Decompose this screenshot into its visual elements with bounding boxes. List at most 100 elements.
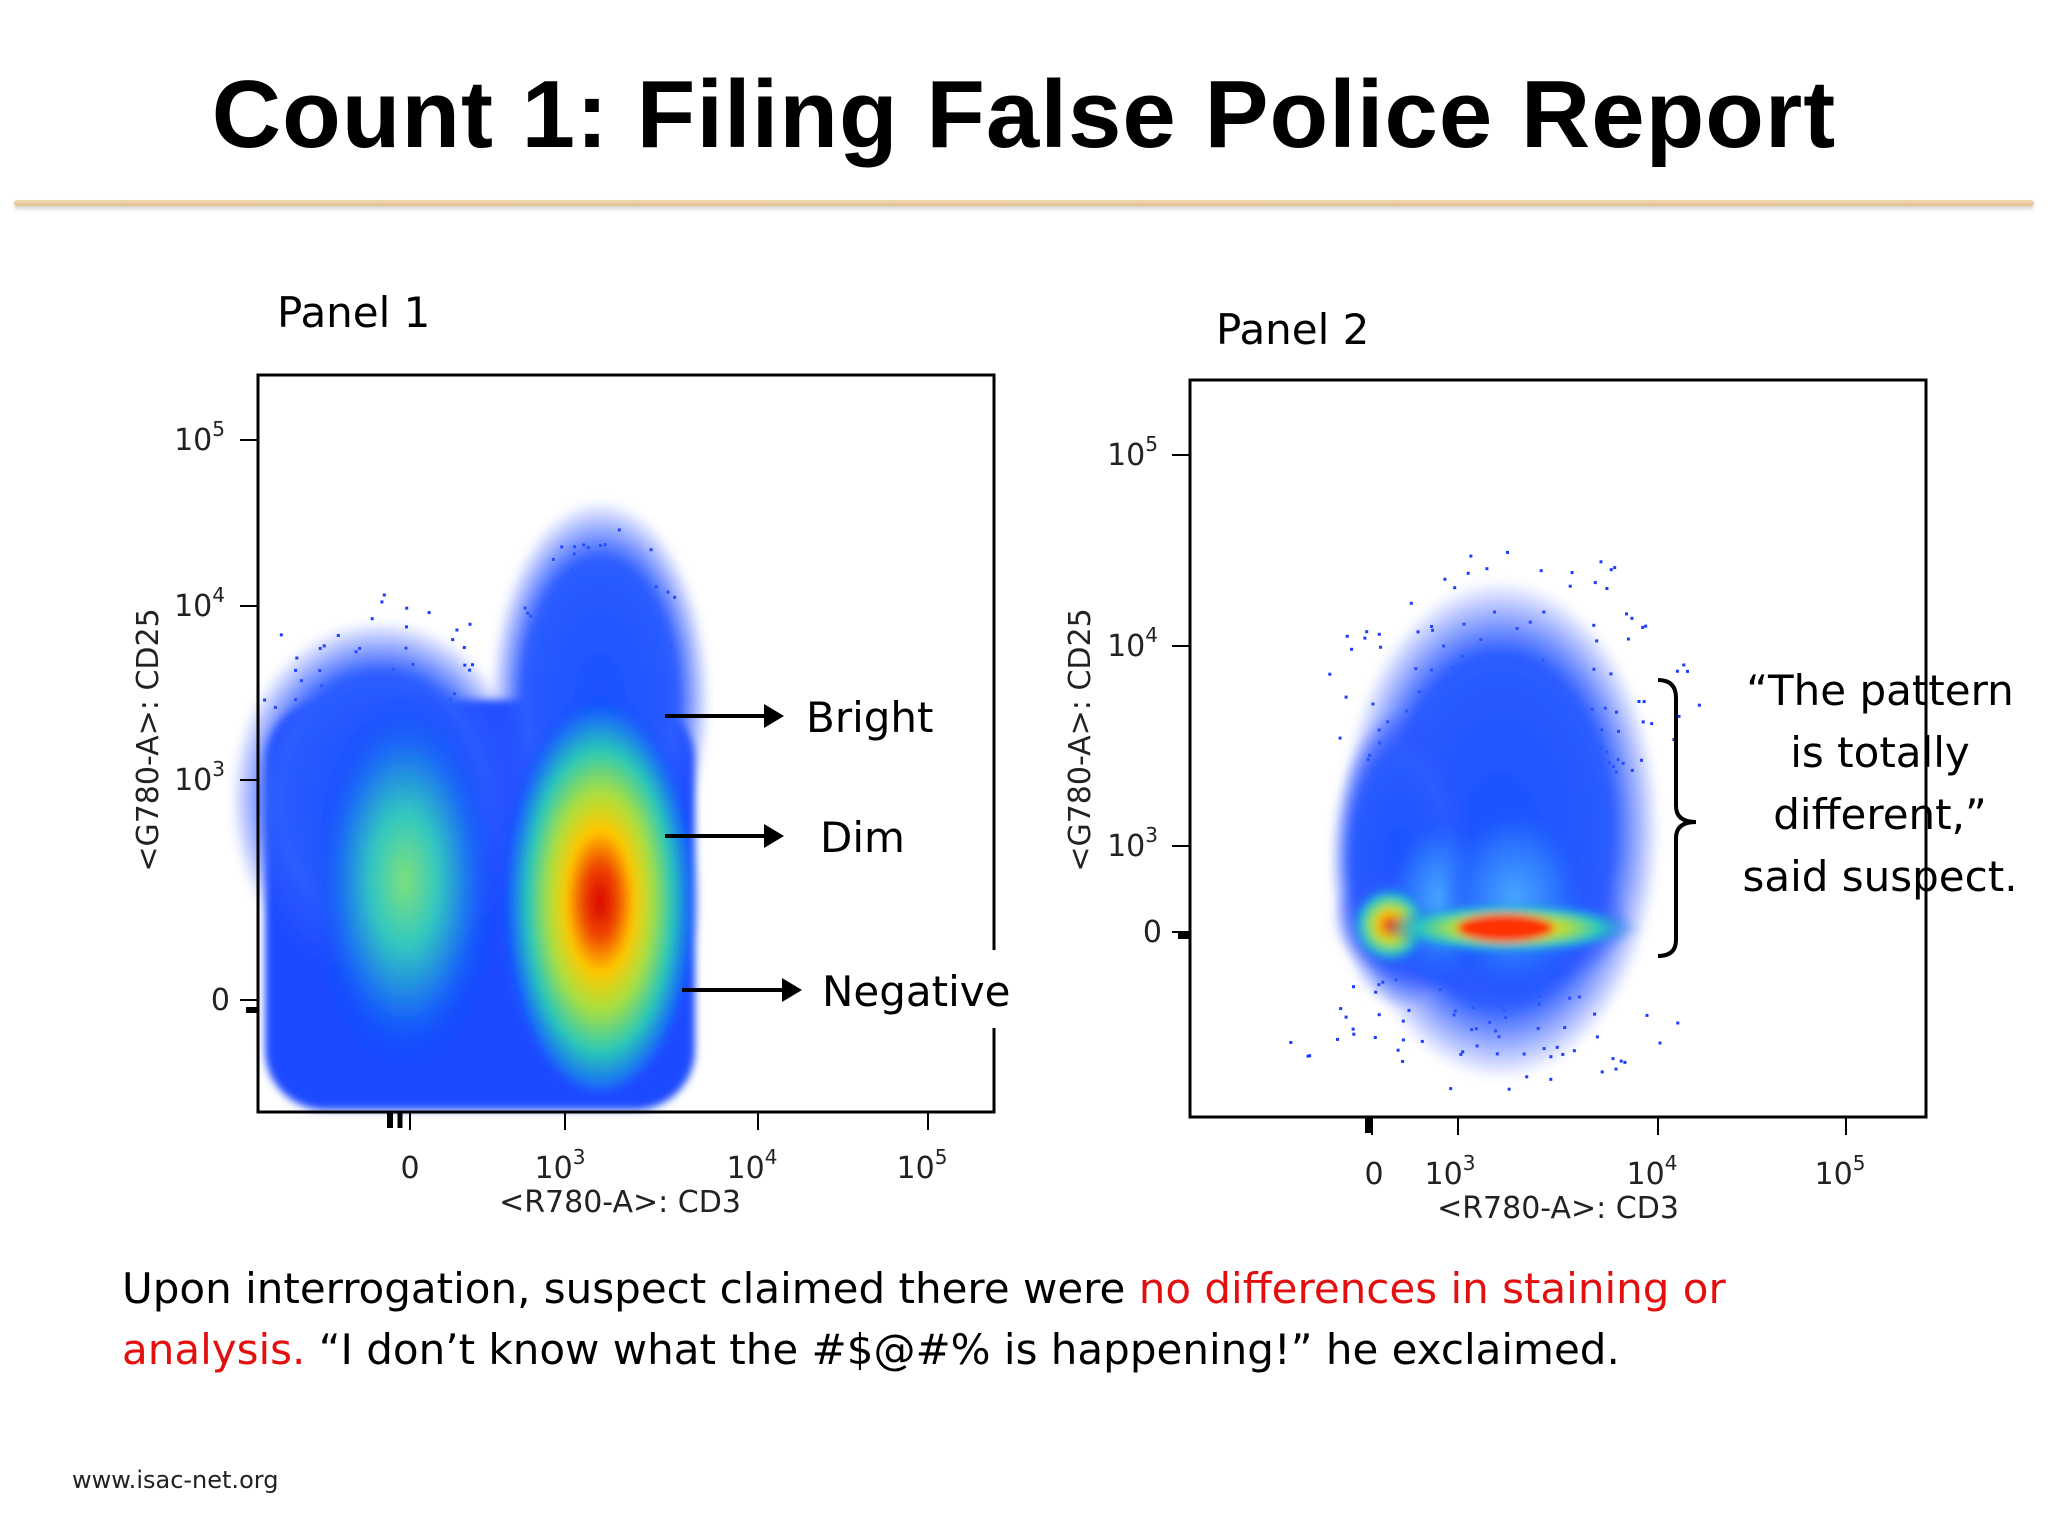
bracket-icon [1657, 678, 1697, 958]
scatter-dot [1568, 584, 1572, 588]
scatter-dot [1592, 623, 1596, 627]
scatter-dot [1625, 612, 1628, 616]
arrow-negative-head [782, 978, 802, 1002]
scatter-dot [1672, 738, 1676, 741]
panel-1-x-tick-labels: 0 103 104 105 [400, 1145, 947, 1186]
scatter-dot [1609, 568, 1613, 572]
quote-line: different,” [1773, 790, 1987, 839]
arrow-dim-head [764, 824, 784, 848]
scatter-dot [1613, 566, 1617, 570]
panel-2-y-tick-2: 104 [1107, 623, 1158, 664]
scatter-dot [1352, 985, 1355, 989]
scatter-dot [380, 600, 384, 604]
panel-2-x-ticks [1365, 1117, 1847, 1135]
scatter-dot [1396, 1048, 1400, 1052]
scatter-dot [1466, 571, 1470, 575]
scatter-dot [1377, 632, 1381, 636]
panel-2-x-tick-0: 0 [1364, 1157, 1383, 1192]
scatter-dot [1650, 722, 1654, 726]
panel-1-y-tick-3: 105 [174, 417, 225, 458]
panel-2-label: Panel 2 [1216, 305, 1370, 354]
scatter-dot [1289, 1041, 1293, 1044]
quote-line: said suspect. [1742, 852, 2018, 901]
scatter-dot [1641, 625, 1645, 629]
scatter-dot [1676, 1021, 1680, 1025]
panel-1-y-tick-0: 0 [211, 983, 230, 1018]
annotation-negative: Negative [822, 967, 1011, 1016]
scatter-dot [451, 638, 455, 642]
scatter-dot [1593, 581, 1597, 585]
scatter-dot [1614, 1067, 1618, 1071]
panel-1-x-tick-0: 0 [400, 1151, 419, 1186]
panel-1-label: Panel 1 [277, 288, 431, 337]
panel-2-y-tick-1: 103 [1107, 823, 1158, 864]
scatter-dot [370, 617, 374, 621]
scatter-dot [1379, 645, 1383, 649]
scatter-dot [1623, 1060, 1627, 1064]
panel-2-right-lobe [1440, 800, 1590, 1000]
scatter-dot [1506, 550, 1509, 554]
scatter-dot [1306, 1054, 1310, 1058]
panel-2-y-axis-label: <G780-A>: CD25 [1063, 608, 1098, 871]
panel-1-x-tick-3: 105 [897, 1145, 948, 1186]
panel-1-right-population [500, 670, 700, 1090]
scatter-dot [1619, 1059, 1623, 1063]
panel-1-left-population [310, 690, 500, 1070]
quote-line: “The pattern [1746, 666, 2014, 715]
scatter-dot [1344, 695, 1348, 699]
scatter-dot [382, 593, 386, 597]
scatter-dot [1637, 700, 1641, 703]
panel-1-density [230, 500, 710, 1110]
panel-1-y-axis-label: <G780-A>: CD25 [131, 608, 166, 871]
scatter-dot [1344, 1015, 1348, 1019]
scatter-dot [1644, 624, 1648, 628]
footer-url[interactable]: www.isac-net.org [72, 1466, 279, 1494]
scatter-dot [1595, 1035, 1599, 1039]
quote-line: is totally [1790, 728, 1970, 777]
scatter-dot [1449, 1087, 1453, 1091]
scatter-dot [1350, 647, 1354, 651]
scatter-dot [1599, 560, 1603, 564]
scatter-dot [1338, 736, 1342, 740]
panel-1-x-tick-2: 104 [727, 1145, 778, 1186]
caption: Upon interrogation, suspect claimed ther… [122, 1258, 1802, 1380]
scatter-dot [1363, 636, 1367, 640]
scatter-dot [1365, 630, 1369, 634]
scatter-dot [1469, 554, 1473, 558]
scatter-dot [1377, 1013, 1381, 1017]
scatter-dot [1401, 1059, 1405, 1063]
slide-title: Count 1: Filing False Police Report [211, 61, 1837, 168]
scatter-dot [1626, 637, 1630, 641]
panel-1-y-tick-labels: 0 103 104 105 [174, 417, 230, 1018]
scatter-dot [1485, 567, 1489, 571]
scatter-dot [1658, 1041, 1662, 1045]
panel-1-x-axis-label: <R780-A>: CD3 [499, 1185, 741, 1220]
title-divider [14, 200, 2034, 206]
scatter-dot [1507, 1087, 1511, 1091]
scatter-dot [1611, 1057, 1615, 1061]
scatter-dot [1443, 577, 1447, 581]
scatter-dot [1345, 634, 1349, 638]
scatter-dot [1409, 601, 1413, 605]
scatter-dot [1570, 571, 1574, 575]
scatter-dot [279, 633, 283, 637]
panel-2-density [1330, 580, 1660, 1080]
panel-2-y-ticks [1172, 454, 1190, 939]
arrow-bright-head [764, 704, 784, 728]
annotation-bright: Bright [806, 693, 934, 742]
scatter-dot [1675, 669, 1679, 673]
panel-1-y-tick-1: 103 [174, 757, 225, 798]
scatter-dot [1453, 586, 1457, 590]
panel-1-x-tick-1: 103 [535, 1145, 586, 1186]
scatter-dot [1351, 1027, 1355, 1031]
panel-1-plot: 0 103 104 105 0 103 104 105 <R780-A>: CD… [131, 373, 1011, 1220]
scatter-dot [405, 606, 409, 610]
scatter-dot [1630, 616, 1634, 620]
scatter-dot [1373, 1036, 1377, 1039]
panel-2-x-axis-label: <R780-A>: CD3 [1437, 1191, 1679, 1226]
caption-text: Upon interrogation, suspect claimed ther… [122, 1264, 1139, 1313]
scatter-dot [1525, 1075, 1529, 1079]
scatter-dot [1600, 1070, 1604, 1074]
panel-2-plot: 0 103 104 105 0 103 104 105 <R780-A>: CD… [1063, 378, 1928, 1226]
panel-1-y-ticks [240, 439, 258, 1013]
